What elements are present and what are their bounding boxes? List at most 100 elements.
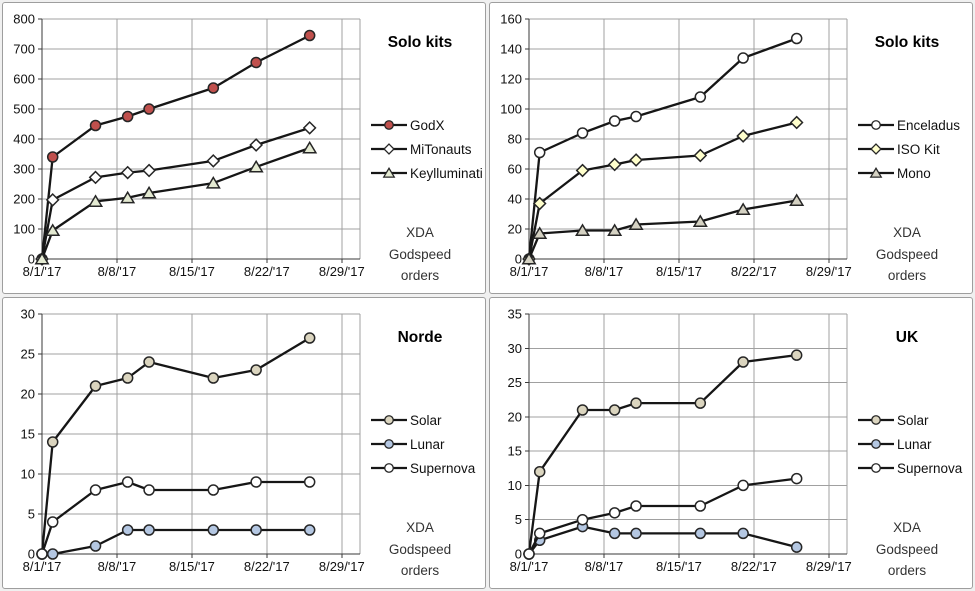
data-point-marker [533, 465, 546, 478]
data-point-marker [250, 476, 262, 488]
data-point-marker [121, 110, 134, 123]
data-point-marker [121, 476, 134, 488]
data-point-marker [248, 159, 264, 173]
legend-item: Enceladus [858, 113, 960, 137]
x-tick-label: 8/15/'17 [656, 559, 702, 574]
data-point-marker [142, 163, 156, 178]
x-tick-label: 8/1/'17 [510, 264, 549, 279]
circle-marker-icon [371, 415, 407, 425]
data-point-marker [89, 380, 102, 392]
data-point-marker [871, 463, 881, 473]
data-point-marker [45, 193, 60, 207]
legend-label: Supernova [410, 460, 476, 476]
x-tick-label: 8/22/'17 [731, 264, 777, 279]
data-point-marker [869, 167, 883, 178]
data-point-marker [46, 151, 59, 163]
y-tick-label: 200 [13, 192, 35, 207]
plot-svg: 0 5 10 15 20 25 30 8/1/'17 8/8/'17 8/15/'17 8/22/'… [21, 307, 365, 575]
y-tick-label: 30 [508, 341, 522, 356]
data-point-marker [790, 472, 803, 485]
data-point-marker [533, 527, 546, 540]
data-point-marker [384, 463, 394, 473]
data-point-marker [141, 185, 157, 199]
y-tick-label: 40 [508, 192, 522, 207]
circle-marker-icon [371, 439, 407, 449]
chart-footnote: XDA Godspeed orders [844, 517, 970, 582]
series-line-lunar [42, 528, 310, 556]
data-point-marker [249, 138, 264, 152]
data-point-marker [608, 404, 621, 416]
data-point-marker [46, 436, 59, 448]
y-tick-label: 0 [28, 252, 35, 267]
data-point-marker [88, 170, 103, 185]
data-point-marker [532, 196, 547, 211]
y-tick-label: 140 [500, 42, 522, 57]
data-point-marker [382, 167, 396, 178]
y-tick-label: 160 [500, 12, 522, 27]
y-tick-label: 10 [508, 478, 522, 493]
y-tick-label: 25 [21, 347, 35, 362]
y-tick-label: 15 [21, 427, 35, 442]
data-point-marker [250, 56, 262, 69]
data-point-marker [250, 364, 262, 376]
legend-label: Solar [410, 412, 442, 428]
data-point-marker [737, 356, 749, 368]
legend-item: ISO Kit [858, 137, 960, 161]
legend: Solar Lunar Supernova [371, 408, 475, 480]
data-point-marker [737, 527, 749, 540]
data-point-marker [89, 119, 102, 132]
data-point-marker [790, 541, 803, 553]
chart-footnote: XDA Godspeed orders [357, 222, 483, 287]
data-point-marker [36, 548, 48, 560]
data-point-marker [871, 439, 881, 449]
y-tick-label: 35 [508, 307, 522, 322]
data-point-marker [735, 202, 751, 216]
data-point-marker [207, 82, 220, 94]
legend-label: Keylluminati [410, 165, 483, 181]
circle-marker-icon [371, 120, 407, 130]
footnote-line: XDA [406, 520, 434, 535]
data-point-marker [694, 91, 707, 103]
data-point-marker [790, 349, 803, 361]
y-tick-label: 0 [28, 547, 35, 562]
data-point-marker [34, 251, 50, 265]
legend-item: MiTonauts [371, 137, 483, 161]
series-line-mitonauts [40, 126, 311, 260]
data-point-marker [302, 140, 318, 154]
x-tick-label: 8/22/'17 [731, 559, 777, 574]
y-tick-label: 60 [508, 162, 522, 177]
data-point-marker [303, 524, 316, 536]
footnote-line: Godspeed [388, 246, 452, 262]
data-point-marker [790, 32, 803, 45]
y-tick-label: 100 [500, 102, 522, 117]
data-point-marker [737, 479, 749, 492]
series-line-supernova [40, 480, 310, 555]
y-tick-label: 0 [515, 547, 522, 562]
data-point-marker [303, 332, 316, 344]
y-tick-label: 30 [21, 307, 35, 322]
y-tick-label: 500 [13, 102, 35, 117]
legend-item: Lunar [858, 432, 962, 456]
data-point-marker [629, 153, 643, 167]
data-point-marker [384, 439, 394, 449]
data-point-marker [870, 143, 882, 155]
data-point-marker [575, 223, 591, 237]
data-point-marker [576, 127, 589, 139]
data-point-marker [693, 148, 708, 163]
x-tick-label: 8/22/'17 [244, 559, 290, 574]
chart-panel-solo-kits-left: 0 100 200 300 400 500 600 700 800 8/1/'17 8/8/'17 8… [2, 2, 486, 294]
data-point-marker [206, 154, 221, 168]
data-point-marker [630, 500, 642, 512]
circle-marker-icon [858, 120, 894, 130]
data-point-marker [789, 115, 804, 130]
data-point-marker [523, 548, 535, 560]
footnote-line: orders [887, 268, 927, 283]
legend: Enceladus ISO Kit Mono [858, 113, 960, 185]
legend-label: Lunar [410, 436, 445, 452]
x-tick-label: 8/1/'17 [23, 559, 62, 574]
legend-item: Supernova [858, 456, 962, 480]
data-point-marker [575, 163, 590, 178]
legend: GodX MiTonauts Keylluminati [371, 113, 483, 185]
chart-title: Norde [397, 329, 443, 346]
